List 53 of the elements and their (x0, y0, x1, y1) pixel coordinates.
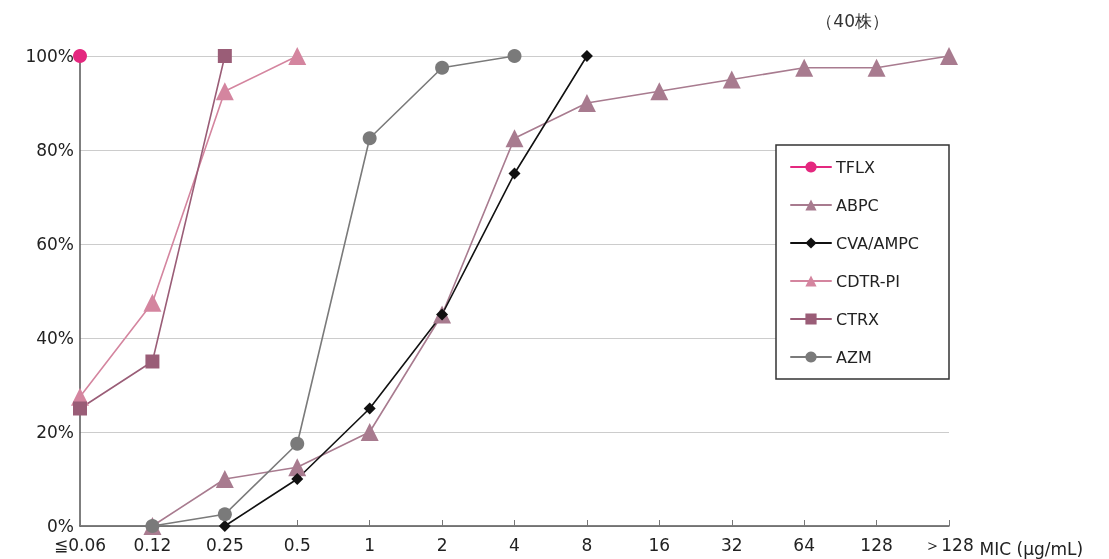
x-tick-label: 0.25 (205, 534, 244, 555)
point (217, 507, 232, 522)
y-tick-label: 100% (25, 46, 74, 66)
point (215, 82, 234, 101)
point (722, 70, 741, 89)
x-tick-label: ≦0.06 (53, 534, 107, 555)
point (580, 50, 593, 62)
y-tick-label: 80% (36, 140, 74, 160)
point (867, 58, 886, 77)
x-tick-label: 128 (860, 534, 893, 555)
y-tick-label: 0% (47, 516, 74, 536)
point (218, 520, 231, 532)
point (215, 470, 234, 488)
point (73, 401, 87, 416)
point (940, 47, 958, 65)
y-tick-label: 40% (36, 328, 74, 348)
point (363, 402, 376, 415)
point (288, 47, 307, 65)
point (217, 49, 232, 63)
point (577, 94, 596, 112)
x-tick-label: 32 (720, 534, 743, 555)
x-tick-label: 1 (364, 534, 376, 555)
legend-label: TFLX (835, 157, 875, 177)
point (508, 167, 521, 180)
legend-label: CDTR-PI (836, 271, 900, 291)
x-tick-label: 0.5 (283, 534, 311, 555)
point (290, 436, 305, 451)
point (650, 82, 669, 101)
x-tick-label: 16 (648, 534, 671, 555)
x-tick-label: 8 (581, 534, 593, 555)
y-tick-label: 60% (36, 234, 74, 254)
text: （40株） (816, 10, 890, 31)
legend-label: ABPC (836, 195, 879, 215)
point (143, 293, 162, 312)
x-tick-label: 4 (509, 534, 520, 555)
x-tick-label: ＞128 (924, 534, 974, 555)
x-tick-label: 0.12 (133, 534, 172, 555)
point (435, 60, 450, 75)
point (507, 49, 522, 63)
point (362, 131, 377, 146)
point (360, 423, 379, 441)
legend-label: CTRX (836, 309, 880, 329)
point (73, 49, 87, 63)
x-tick-label: 64 (793, 534, 815, 555)
point (505, 129, 524, 148)
point (145, 354, 160, 369)
x-axis-title: MIC (μg/mL) (979, 538, 1084, 559)
legend-label: CVA/AMPC (836, 233, 919, 253)
point (795, 58, 814, 77)
y-tick-label: 20% (36, 422, 74, 442)
x-tick-label: 2 (436, 534, 448, 555)
legend-label: AZM (836, 347, 872, 367)
point (291, 473, 304, 485)
